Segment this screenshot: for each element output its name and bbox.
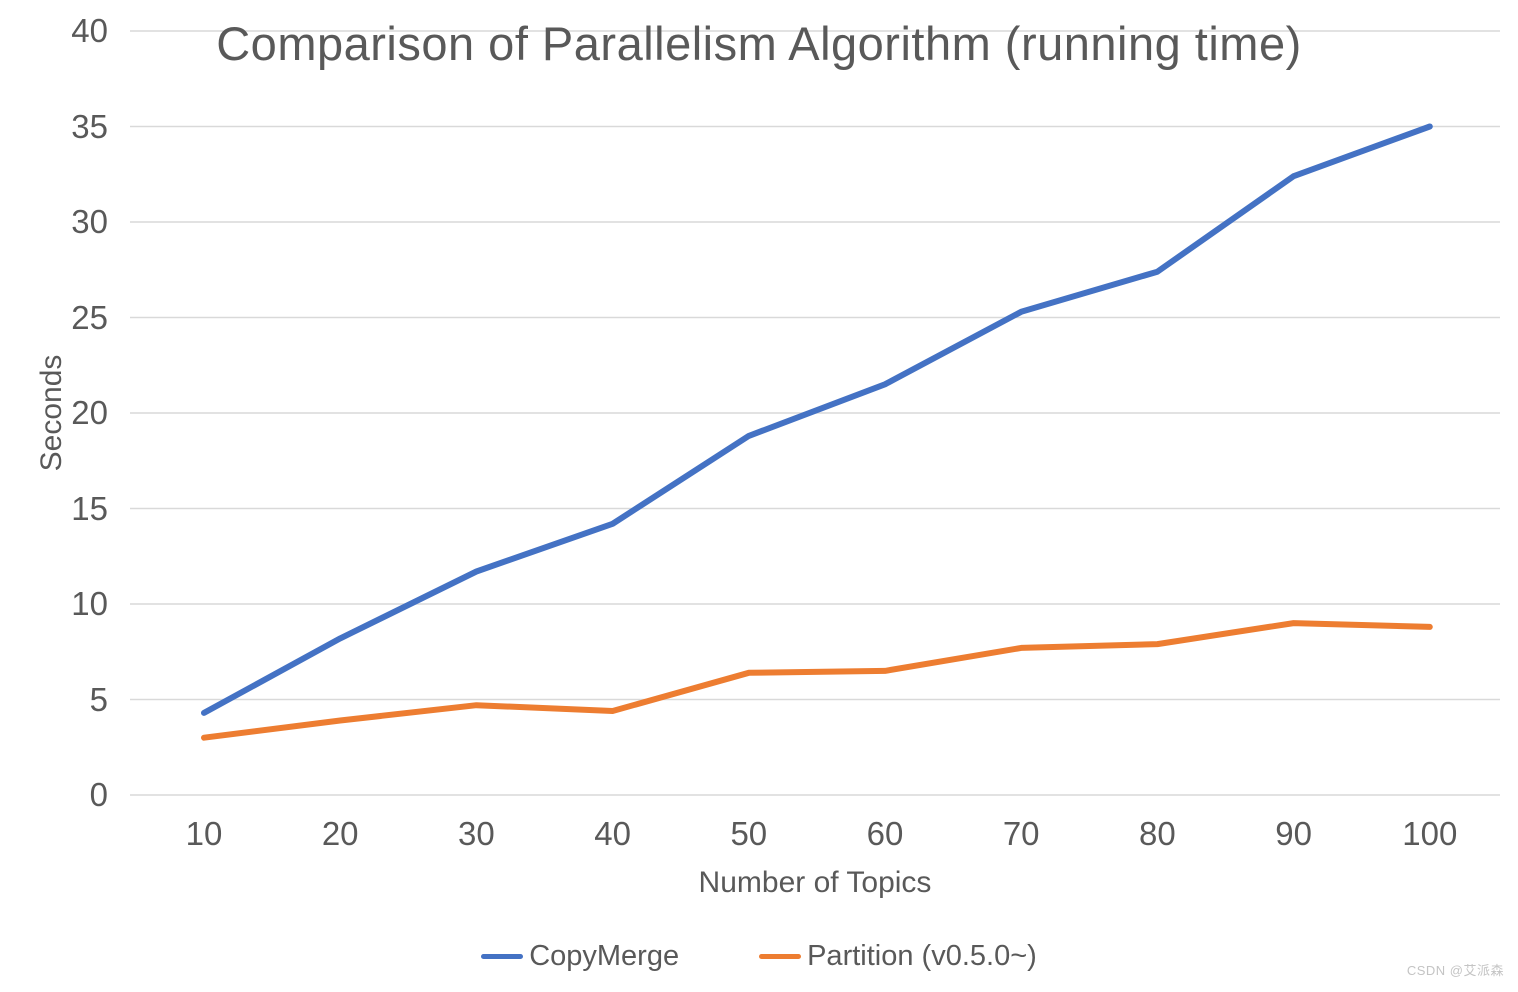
x-tick-label-40: 40 <box>594 815 631 852</box>
legend: CopyMerge Partition (v0.5.0~) <box>0 940 1518 973</box>
series-line-copymerge <box>201 123 1433 716</box>
legend-item-partition-v0-5-0: Partition (v0.5.0~) <box>759 940 1037 973</box>
series-line-partition-v0-5-0 <box>201 620 1433 741</box>
y-tick-label-5: 5 <box>89 680 108 718</box>
x-tick-label-70: 70 <box>1002 815 1040 852</box>
x-tick-label-30: 30 <box>458 815 495 852</box>
legend-label-partition-v0-5-0: Partition (v0.5.0~) <box>807 940 1037 972</box>
y-tick-label-10: 10 <box>71 585 108 622</box>
legend-item-copymerge: CopyMerge <box>481 940 679 973</box>
y-tick-label-30: 30 <box>71 203 108 240</box>
y-tick-label-35: 35 <box>71 107 108 145</box>
x-tick-label-60: 60 <box>866 815 904 852</box>
y-axis-title: Seconds <box>35 354 68 472</box>
x-tick-label-20: 20 <box>321 815 359 852</box>
y-tick-label-0: 0 <box>89 776 108 813</box>
legend-label-copymerge: CopyMerge <box>529 940 680 972</box>
y-tick-label-15: 15 <box>71 489 108 527</box>
x-tick-label-80: 80 <box>1139 815 1176 852</box>
y-tick-label-25: 25 <box>71 298 108 336</box>
x-tick-label-50: 50 <box>730 815 768 852</box>
watermark: CSDN @艾派森 <box>1406 963 1504 978</box>
x-tick-label-100: 100 <box>1402 815 1458 852</box>
x-tick-label-90: 90 <box>1275 815 1312 852</box>
x-axis-title: Number of Topics <box>698 866 932 899</box>
x-tick-label-10: 10 <box>185 815 223 852</box>
y-tick-label-20: 20 <box>71 394 108 431</box>
legend-swatch-copymerge <box>481 954 524 959</box>
chart-title: Comparison of Parallelism Algorithm (run… <box>216 17 1302 70</box>
y-tick-label-40: 40 <box>71 12 108 49</box>
legend-swatch-partition-v0-5-0 <box>759 954 802 959</box>
